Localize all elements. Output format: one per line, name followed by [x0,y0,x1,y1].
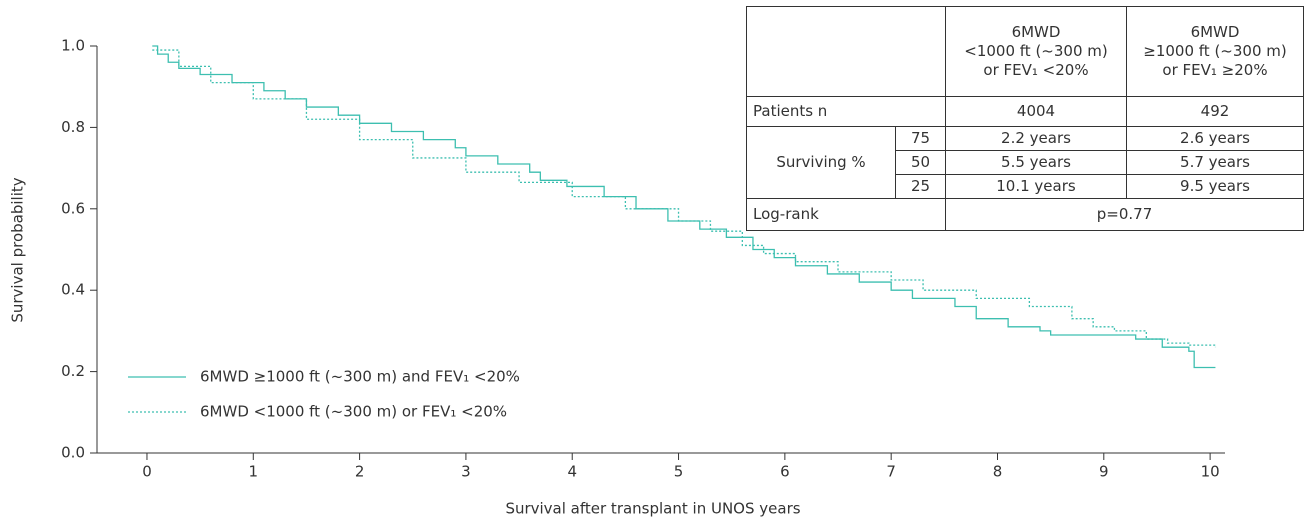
cell: 5.7 years [1126,150,1304,175]
y-tick-label: 0.2 [61,362,85,380]
column-header: 6MWD <1000 ft (~300 m) or FEV₁ <20% [945,6,1127,97]
cell: 5.5 years [945,150,1127,175]
survival-curve [152,49,1217,348]
cell: 2.6 years [1126,126,1304,151]
cell: 9.5 years [1126,174,1304,199]
x-tick-label: 7 [886,463,896,481]
cell: 25 [895,174,946,199]
cell: 10.1 years [945,174,1127,199]
row-label: Log-rank [746,198,946,231]
cell: p=0.77 [945,198,1304,231]
survival-curve [152,45,1216,369]
cell: 2.2 years [945,126,1127,151]
x-tick-label: 0 [142,463,152,481]
x-tick-label: 9 [1099,463,1109,481]
summary-table: 6MWD <1000 ft (~300 m) or FEV₁ <20% 6MWD ≥1… [746,6,1304,231]
x-tick-label: 10 [1201,463,1220,481]
cell: 4004 [945,96,1127,127]
cell: 492 [1126,96,1304,127]
y-axis-label: Survival probability [9,177,27,322]
x-tick-label: 3 [461,463,471,481]
legend-label: 6MWD <1000 ft (~300 m) or FEV₁ <20% [200,403,507,421]
x-tick-label: 8 [993,463,1003,481]
cell: 50 [895,150,946,175]
legend-label: 6MWD ≥1000 ft (~300 m) and FEV₁ <20% [200,368,520,386]
y-tick-label: 0.6 [61,199,85,217]
header-line: <1000 ft (~300 m) [964,42,1108,60]
y-tick-label: 0.8 [61,118,85,136]
x-tick-label: 1 [249,463,259,481]
header-line: or FEV₁ <20% [983,61,1089,79]
x-tick-label: 4 [567,463,577,481]
header-line: or FEV₁ ≥20% [1162,61,1268,79]
header-line: ≥1000 ft (~300 m) [1143,42,1287,60]
y-tick-label: 0.4 [61,281,85,299]
header-line: 6MWD [1011,23,1061,41]
x-tick-label: 5 [674,463,684,481]
header-line: 6MWD [1190,23,1240,41]
cell [746,6,946,97]
column-header: 6MWD ≥1000 ft (~300 m) or FEV₁ ≥20% [1126,6,1304,97]
y-tick-label: 0.0 [61,444,85,462]
x-axis-label: Survival after transplant in UNOS years [505,500,800,518]
row-label: Surviving % [746,126,896,199]
cell: 75 [895,126,946,151]
x-tick-label: 2 [355,463,365,481]
row-label: Patients n [746,96,946,127]
y-tick-label: 1.0 [61,37,85,55]
x-tick-label: 6 [780,463,790,481]
